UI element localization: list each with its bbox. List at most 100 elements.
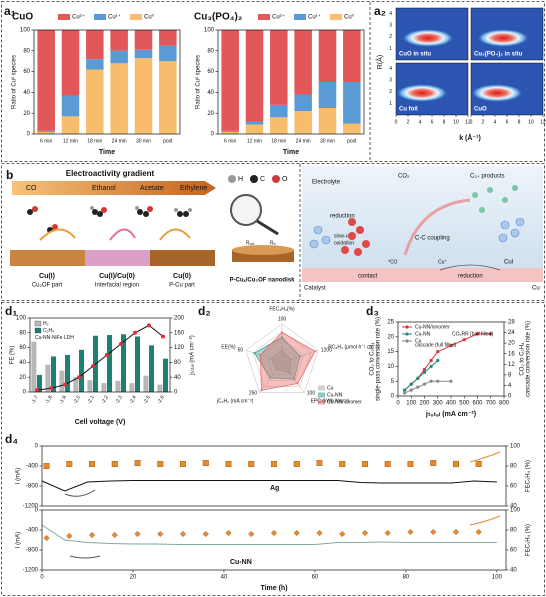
radar-axis-label: RC₂H₄ (μmol h⁻¹ cm⁻²): [328, 344, 380, 350]
bar-segment: [221, 30, 239, 131]
x-tick-label: 800: [499, 401, 510, 407]
marker: [452, 461, 459, 468]
bar-segment: [134, 49, 153, 59]
bar-segment: [159, 61, 177, 135]
series-label: Cu-NN: [230, 559, 252, 566]
x-tick-label: -2.6: [156, 394, 166, 405]
bar-segment: [294, 111, 312, 134]
atom-label: O: [282, 176, 288, 183]
x-tick-label: 0: [470, 119, 473, 125]
axis-label: cascade conversion rate (%): [526, 321, 532, 397]
radar-ring: [267, 346, 297, 375]
marker: [147, 323, 151, 328]
line: [41, 480, 497, 492]
c-label: contact: [358, 274, 378, 280]
x-tick-label: -2.0: [72, 394, 82, 405]
marker: [449, 379, 453, 383]
y2-tick-label: 80: [510, 464, 517, 470]
marker: [452, 528, 460, 536]
marker: [180, 461, 187, 468]
x-tick-label: 18 min: [87, 138, 102, 144]
marker: [111, 531, 118, 539]
product: Ethylene: [180, 185, 207, 192]
bar-segment: [221, 131, 239, 134]
legend-label: Cu⁰: [344, 14, 355, 21]
region-label: P-Cu part: [169, 283, 195, 289]
panel-letters: a₁ a₂ b c d₁ d₂ d₃ d₄: [4, 4, 386, 446]
x-tick-label: -2.1: [86, 394, 96, 405]
radar-ring: [245, 323, 319, 393]
marker: [49, 386, 53, 391]
radar-point: [260, 389, 263, 392]
y-tick-label: 3: [389, 23, 392, 29]
y2-tick-label: 8: [508, 372, 512, 378]
heatmap-label: CuO: [474, 107, 487, 113]
y2-tick-label: 40: [174, 375, 181, 381]
radar-point: [253, 352, 256, 355]
y-tick-label: 80: [207, 48, 214, 54]
marker: [449, 344, 453, 348]
radar-point: [290, 358, 293, 361]
marker: [91, 364, 95, 369]
marker: [270, 529, 278, 537]
axis-label: jₜₒₜₐₗ (mA cm⁻²): [190, 335, 196, 376]
legend-label: Cu¹⁺: [108, 14, 121, 21]
marker: [475, 528, 482, 536]
bar-segment: [294, 30, 312, 95]
radar-tick-label: 1200: [321, 347, 332, 353]
bar-segment: [61, 95, 80, 117]
radar-tick-label: 100: [307, 391, 316, 397]
axis-label: jₜₒₜₐₗ (mA cm⁻²): [425, 411, 476, 418]
region-label: Cu₂OF part: [32, 283, 63, 289]
atom-h: [228, 175, 236, 183]
marker: [63, 382, 67, 387]
x-tick-label: 24 min: [112, 138, 127, 144]
marker: [225, 529, 232, 537]
radar-tick-label: 100: [278, 317, 287, 323]
bar: [149, 345, 155, 392]
y-tick-label: 40: [19, 360, 26, 366]
marker: [475, 332, 480, 336]
bar: [157, 384, 163, 392]
y2-tick-label: 4: [508, 383, 512, 389]
y-tick-label: 40: [23, 90, 30, 96]
axis-label: k (Å⁻¹): [459, 133, 481, 142]
x-tick-label: 100: [406, 401, 417, 407]
y-tick-label: 20: [23, 111, 30, 117]
bar-segment: [110, 30, 128, 51]
chart-title: CuO: [12, 12, 33, 23]
bar: [129, 383, 135, 392]
marker: [293, 529, 300, 537]
y-tick-label: 0: [35, 444, 39, 450]
radar-point: [269, 376, 272, 379]
marker: [248, 461, 255, 468]
c-label: Cu⁺: [438, 259, 447, 265]
marker: [409, 382, 413, 386]
nanodisk-top: [232, 245, 294, 255]
marker: [430, 528, 437, 536]
bar-segment: [294, 94, 312, 112]
marker: [133, 330, 137, 335]
region-label: Interfacial region: [95, 283, 139, 289]
bar: [115, 380, 121, 392]
marker: [407, 461, 414, 468]
bar: [107, 335, 113, 392]
legend-label: Cu: [415, 338, 422, 344]
y2-tick-label: 60: [510, 548, 517, 554]
legend-label: Cu: [327, 385, 334, 391]
cu-ions: [341, 218, 370, 256]
marker: [77, 375, 81, 380]
x-tick-label: 10: [528, 119, 534, 125]
x-tick-label: -1.9: [58, 394, 68, 405]
bar: [79, 349, 85, 392]
axis-label: R(Å): [375, 55, 384, 69]
magnifier-handle: [256, 219, 279, 236]
marker: [43, 463, 50, 470]
axis-label: I (mA): [16, 532, 22, 548]
axis-label: Cell voltage (V): [75, 419, 126, 426]
axis-label: I (mA): [16, 468, 22, 484]
marker: [339, 530, 346, 538]
bar-segment: [134, 58, 153, 134]
radar-tick-label: 250: [249, 391, 258, 397]
radar-point: [270, 357, 273, 360]
